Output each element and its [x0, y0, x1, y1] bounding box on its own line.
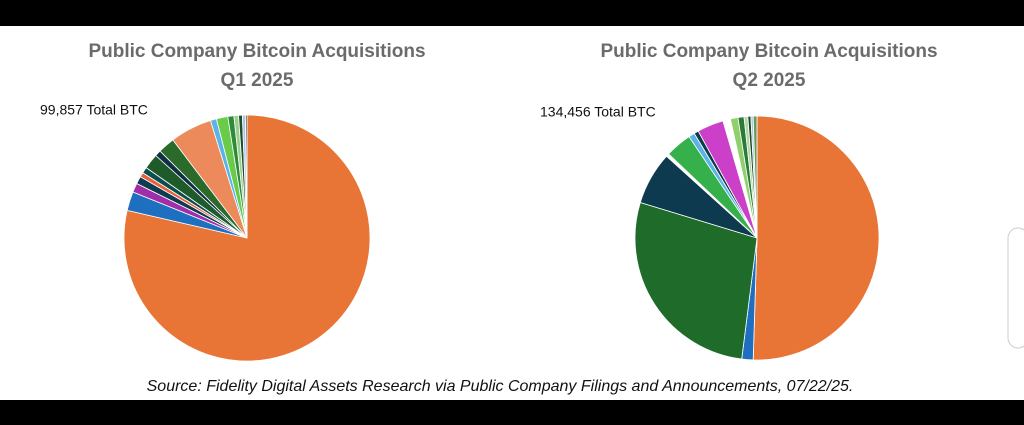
chart-subtitle: Q1 2025 [221, 70, 294, 91]
pie-slice [245, 114, 248, 239]
total-annotation: 134,456 Total BTC [540, 104, 656, 120]
chart-title: Public Company Bitcoin Acquisitions [600, 41, 937, 62]
source: Source: Fidelity Digital Assets Research… [147, 378, 854, 395]
chart-title: Public Company Bitcoin Acquisitions [88, 41, 425, 62]
scroll-handle [1007, 227, 1024, 349]
chart-subtitle: Q2 2025 [733, 70, 806, 91]
total-annotation: 99,857 Total BTC [40, 102, 148, 118]
pie-slice [752, 115, 880, 361]
pie-slice [123, 114, 371, 362]
pie-slice [752, 115, 758, 239]
pie-slice [634, 201, 758, 360]
